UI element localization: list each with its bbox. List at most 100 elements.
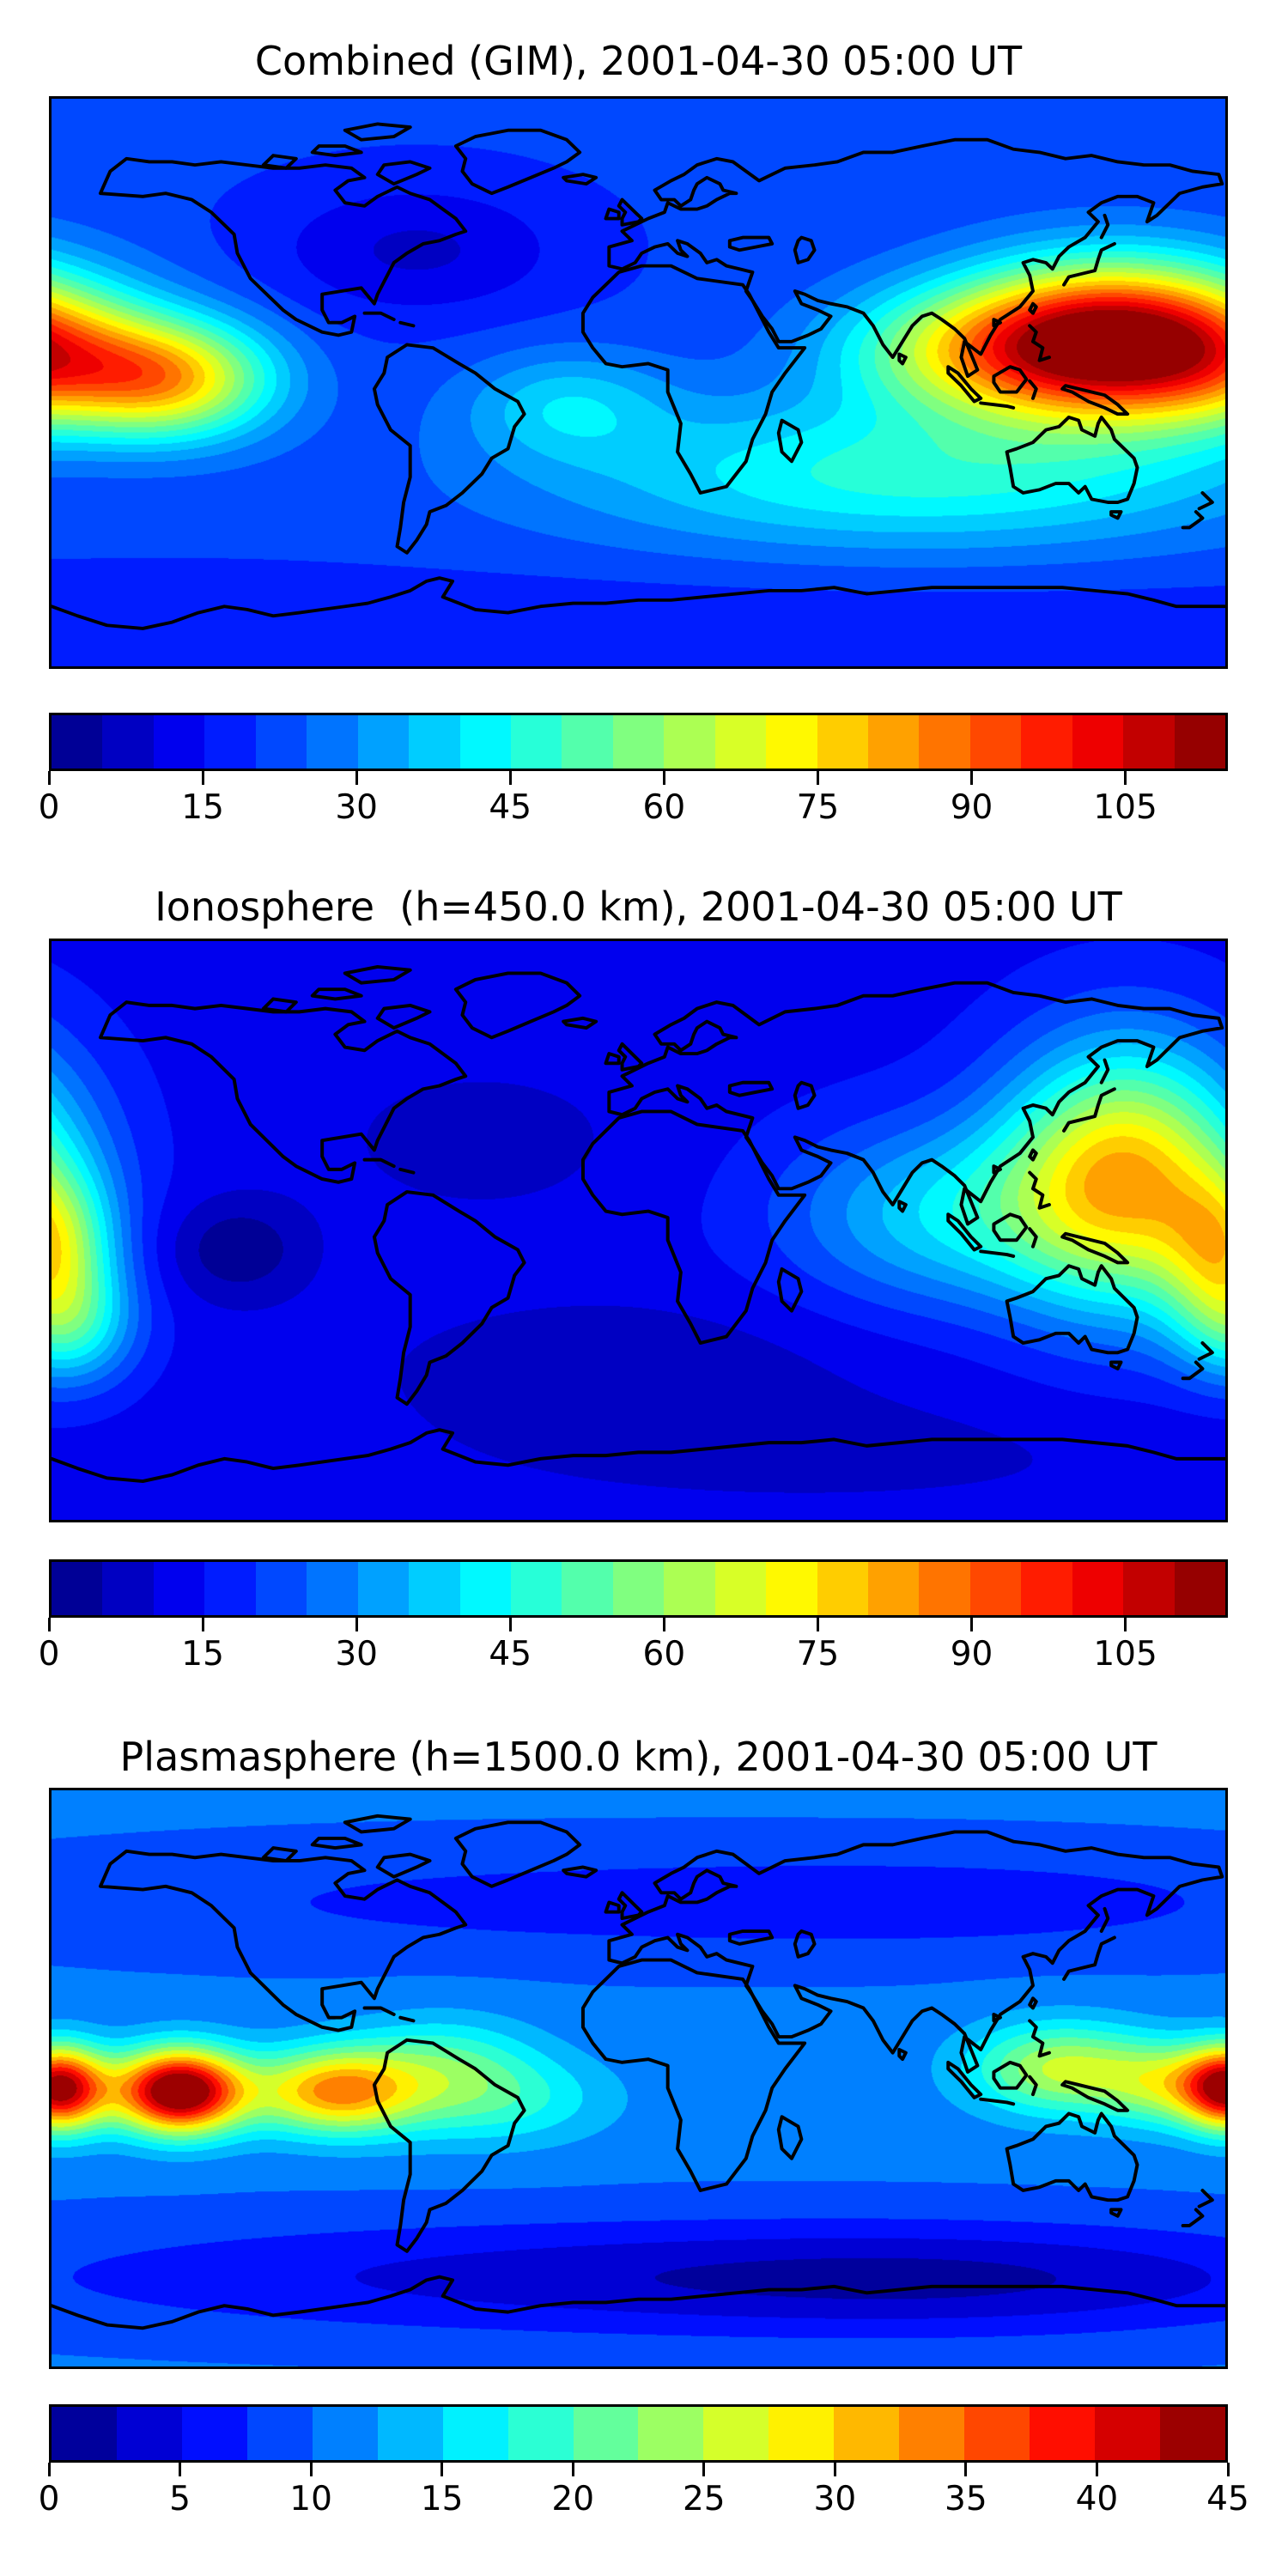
colorbar-segment <box>153 1562 205 1615</box>
colorbar-tick-label: 60 <box>642 1635 686 1674</box>
colorbar-segment <box>409 1562 460 1615</box>
colorbar-segment <box>255 715 307 769</box>
colorbar-tick-label: 30 <box>335 1635 378 1674</box>
panel-title-ionosphere: Ionosphere (h=450.0 km), 2001-04-30 05:0… <box>155 884 1122 930</box>
colorbar-segment <box>442 2407 508 2460</box>
colorbar-segment <box>766 1562 817 1615</box>
colorbar-tick-label: 90 <box>950 788 993 827</box>
colorbar-segment <box>562 715 613 769</box>
colorbar-tick-label: 5 <box>169 2480 191 2518</box>
colorbar-segment <box>1030 2407 1095 2460</box>
colorbar-tick-label: 105 <box>1093 788 1157 827</box>
colorbar-tick-mark <box>1124 1618 1127 1631</box>
colorbar-segment <box>459 715 511 769</box>
colorbar-segment <box>307 715 358 769</box>
colorbar-segment <box>510 715 562 769</box>
colorbar-tick-label: 0 <box>38 788 60 827</box>
colorbar-tick-label: 25 <box>682 2480 726 2518</box>
colorbar-segment <box>204 715 256 769</box>
colorbar-combined <box>49 713 1228 771</box>
colorbar-tick-mark <box>662 1618 665 1631</box>
colorbar-tick-mark <box>702 2463 706 2476</box>
colorbar-segment <box>899 2407 965 2460</box>
colorbar-tick-label: 45 <box>489 788 532 827</box>
colorbar-tick-label: 90 <box>950 1635 993 1674</box>
colorbar-tick-label: 40 <box>1075 2480 1119 2518</box>
colorbar-tick-label: 0 <box>38 1635 60 1674</box>
colorbar-segment <box>102 1562 154 1615</box>
coastlines-icon <box>52 964 1225 1484</box>
map-ionosphere <box>49 939 1228 1522</box>
colorbar-tick-mark <box>47 771 51 785</box>
colorbar-axis-plasmasphere: 0 5 10 15 20 25 30 35 40 45 <box>39 2463 1249 2527</box>
colorbar-segment <box>868 1562 920 1615</box>
colorbar-tick-mark <box>662 771 665 785</box>
colorbar-tick-label: 15 <box>181 1635 224 1674</box>
colorbar-segment <box>459 1562 511 1615</box>
colorbar-plasmasphere <box>49 2404 1228 2463</box>
colorbar-segment <box>507 2407 574 2460</box>
colorbar-tick-mark <box>1095 2463 1098 2476</box>
colorbar-tick-mark <box>47 2463 51 2476</box>
colorbar-tick-label: 15 <box>181 788 224 827</box>
colorbar-tick-label: 30 <box>813 2480 857 2518</box>
colorbar-segment <box>703 2407 769 2460</box>
colorbar-segment <box>1174 715 1226 769</box>
colorbar-segment <box>573 2407 639 2460</box>
map-plasmasphere <box>49 1788 1228 2369</box>
colorbar-segment <box>52 715 103 769</box>
colorbar-tick-label: 10 <box>289 2480 332 2518</box>
colorbar-segment <box>817 715 868 769</box>
colorbar-segment <box>1095 2407 1160 2460</box>
colorbar-tick-mark <box>47 1618 51 1631</box>
colorbar-tick-mark <box>508 771 512 785</box>
colorbar-tick-mark <box>571 2463 574 2476</box>
colorbar-tick-label: 30 <box>335 788 378 827</box>
colorbar-tick-mark <box>355 1618 358 1631</box>
colorbar-segment <box>1123 1562 1175 1615</box>
colorbar-segment <box>714 1562 767 1615</box>
colorbar-segment <box>664 1562 715 1615</box>
colorbar-segment <box>562 1562 613 1615</box>
colorbar-tick-mark <box>964 2463 968 2476</box>
panel-title-combined: Combined (GIM), 2001-04-30 05:00 UT <box>254 38 1023 84</box>
colorbar-segment <box>181 2407 247 2460</box>
colorbar-segment <box>52 1562 103 1615</box>
colorbar-tick-mark <box>970 1618 974 1631</box>
colorbar-segment <box>357 715 410 769</box>
colorbar-segment <box>664 715 715 769</box>
colorbar-segment <box>377 2407 443 2460</box>
colorbar-segment <box>834 2407 900 2460</box>
colorbar-segment <box>357 1562 410 1615</box>
colorbar-segment <box>612 715 665 769</box>
colorbar-segment <box>307 1562 358 1615</box>
colorbar-segment <box>1159 2407 1225 2460</box>
map-combined-gim <box>49 96 1228 669</box>
colorbar-tick-label: 60 <box>642 788 686 827</box>
colorbar-tick-mark <box>1124 771 1127 785</box>
colorbar-segment <box>766 715 817 769</box>
colorbar-tick-mark <box>816 771 819 785</box>
colorbar-segment <box>153 715 205 769</box>
colorbar-segment <box>868 715 920 769</box>
colorbar-tick-label: 20 <box>551 2480 595 2518</box>
colorbar-segment <box>510 1562 562 1615</box>
colorbar-axis-ionosphere: 0 15 30 45 60 75 90 105 <box>39 1618 1228 1682</box>
colorbar-tick-mark <box>355 771 358 785</box>
colorbar-segment <box>1021 1562 1072 1615</box>
coastlines-icon <box>52 1814 1225 2330</box>
colorbar-tick-mark <box>508 1618 512 1631</box>
colorbar-tick-mark <box>833 2463 836 2476</box>
colorbar-segment <box>102 715 154 769</box>
colorbar-segment <box>919 1562 970 1615</box>
colorbar-segment <box>919 715 970 769</box>
colorbar-segment <box>964 2407 1030 2460</box>
colorbar-tick-label: 45 <box>1206 2480 1249 2518</box>
colorbar-tick-label: 75 <box>796 1635 840 1674</box>
colorbar-segment <box>312 2407 378 2460</box>
colorbar-segment <box>969 715 1022 769</box>
panel-title-plasmasphere: Plasmasphere (h=1500.0 km), 2001-04-30 0… <box>119 1734 1157 1780</box>
colorbar-ionosphere <box>49 1559 1228 1618</box>
colorbar-segment <box>116 2407 182 2460</box>
